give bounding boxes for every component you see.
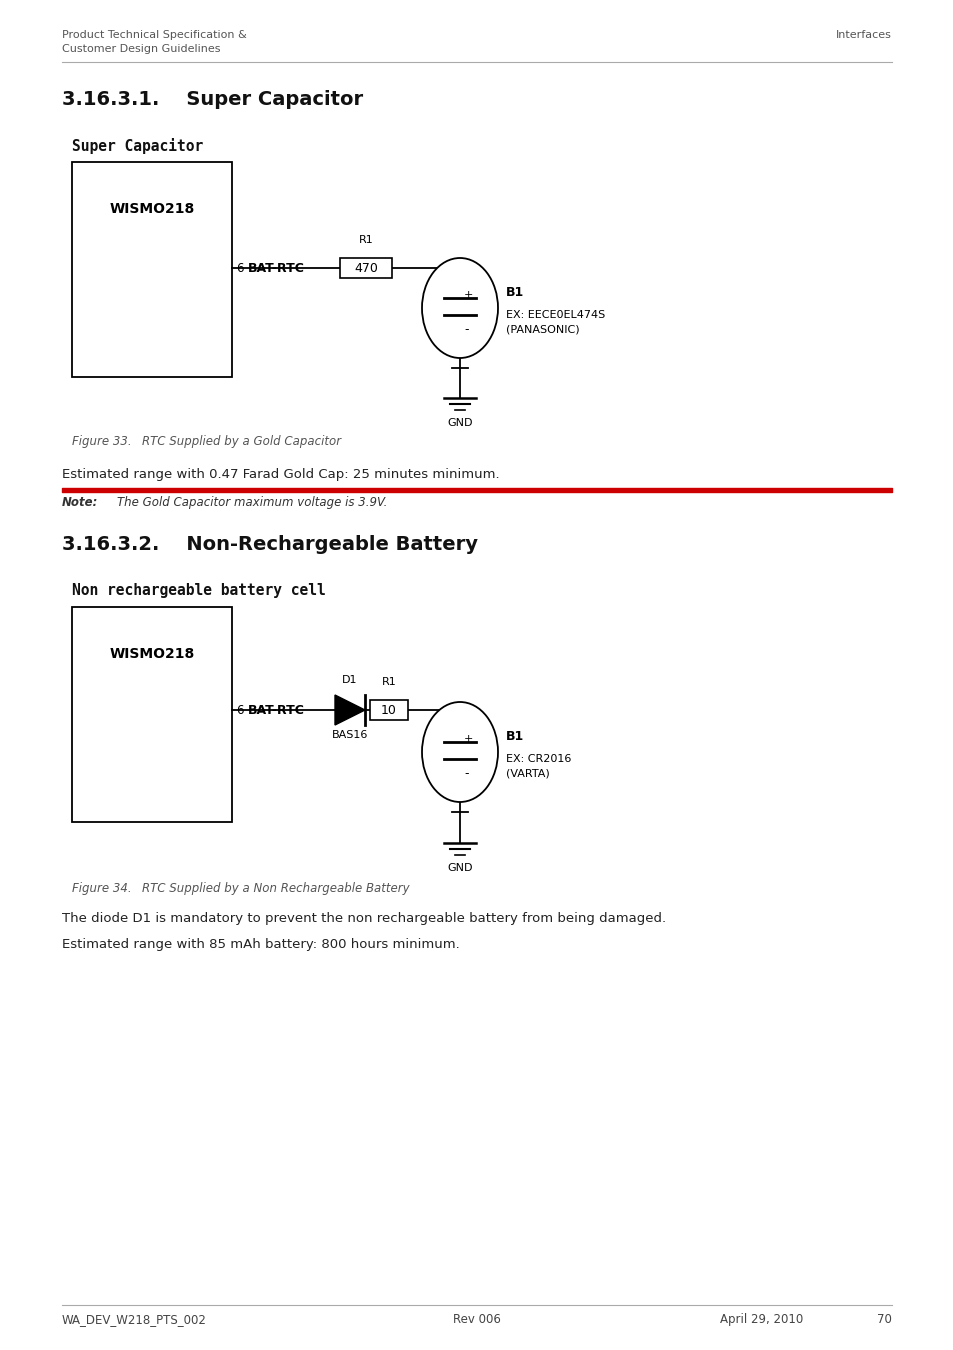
Ellipse shape — [421, 258, 497, 358]
Text: D1: D1 — [342, 675, 357, 684]
Text: (VARTA): (VARTA) — [505, 769, 549, 779]
Text: -: - — [463, 323, 468, 336]
Text: 70: 70 — [876, 1314, 891, 1326]
Text: GND: GND — [447, 863, 473, 873]
Text: +: + — [463, 290, 473, 300]
Text: B1: B1 — [505, 286, 524, 298]
Text: 3.16.3.2.    Non-Rechargeable Battery: 3.16.3.2. Non-Rechargeable Battery — [62, 535, 477, 554]
Text: (PANASONIC): (PANASONIC) — [505, 325, 579, 335]
Text: Interfaces: Interfaces — [835, 30, 891, 40]
Text: Figure 34.: Figure 34. — [71, 882, 132, 895]
Text: R1: R1 — [381, 676, 395, 687]
Text: EX: CR2016: EX: CR2016 — [505, 755, 571, 764]
Text: BAS16: BAS16 — [332, 730, 368, 740]
Ellipse shape — [421, 702, 497, 802]
Text: -: - — [463, 767, 468, 780]
Text: 6: 6 — [235, 703, 243, 717]
Text: Rev 006: Rev 006 — [453, 1314, 500, 1326]
Text: Estimated range with 0.47 Farad Gold Cap: 25 minutes minimum.: Estimated range with 0.47 Farad Gold Cap… — [62, 468, 499, 481]
Text: Note:: Note: — [62, 495, 98, 509]
Text: Figure 33.: Figure 33. — [71, 435, 132, 448]
Polygon shape — [335, 695, 365, 725]
Text: R1: R1 — [358, 235, 373, 244]
Text: Non rechargeable battery cell: Non rechargeable battery cell — [71, 583, 325, 598]
Bar — [370, 701, 408, 720]
Text: 3.16.3.1.    Super Capacitor: 3.16.3.1. Super Capacitor — [62, 90, 363, 109]
Text: The Gold Capacitor maximum voltage is 3.9V.: The Gold Capacitor maximum voltage is 3.… — [117, 495, 387, 509]
Text: 470: 470 — [354, 262, 377, 274]
Bar — [339, 258, 392, 278]
Text: 6: 6 — [235, 262, 243, 274]
Text: BAT-RTC: BAT-RTC — [248, 703, 305, 717]
Text: WISMO218: WISMO218 — [110, 202, 194, 216]
Text: +: + — [461, 270, 470, 279]
Text: WA_DEV_W218_PTS_002: WA_DEV_W218_PTS_002 — [62, 1314, 207, 1326]
Bar — [71, 162, 232, 377]
Text: Estimated range with 85 mAh battery: 800 hours minimum.: Estimated range with 85 mAh battery: 800… — [62, 938, 459, 950]
Text: The diode D1 is mandatory to prevent the non rechargeable battery from being dam: The diode D1 is mandatory to prevent the… — [62, 913, 665, 925]
Text: RTC Supplied by a Gold Capacitor: RTC Supplied by a Gold Capacitor — [142, 435, 341, 448]
Text: BAT-RTC: BAT-RTC — [248, 262, 305, 274]
Text: +: + — [461, 711, 470, 722]
Text: April 29, 2010: April 29, 2010 — [720, 1314, 802, 1326]
Text: RTC Supplied by a Non Rechargeable Battery: RTC Supplied by a Non Rechargeable Batte… — [142, 882, 409, 895]
Bar — [71, 608, 232, 822]
Text: WISMO218: WISMO218 — [110, 647, 194, 662]
Text: 10: 10 — [380, 703, 396, 717]
Text: Super Capacitor: Super Capacitor — [71, 138, 203, 154]
Text: B1: B1 — [505, 730, 524, 742]
Text: GND: GND — [447, 418, 473, 428]
Text: +: + — [463, 734, 473, 744]
Text: Product Technical Specification &
Customer Design Guidelines: Product Technical Specification & Custom… — [62, 30, 247, 54]
Text: EX: EECE0EL474S: EX: EECE0EL474S — [505, 310, 604, 320]
